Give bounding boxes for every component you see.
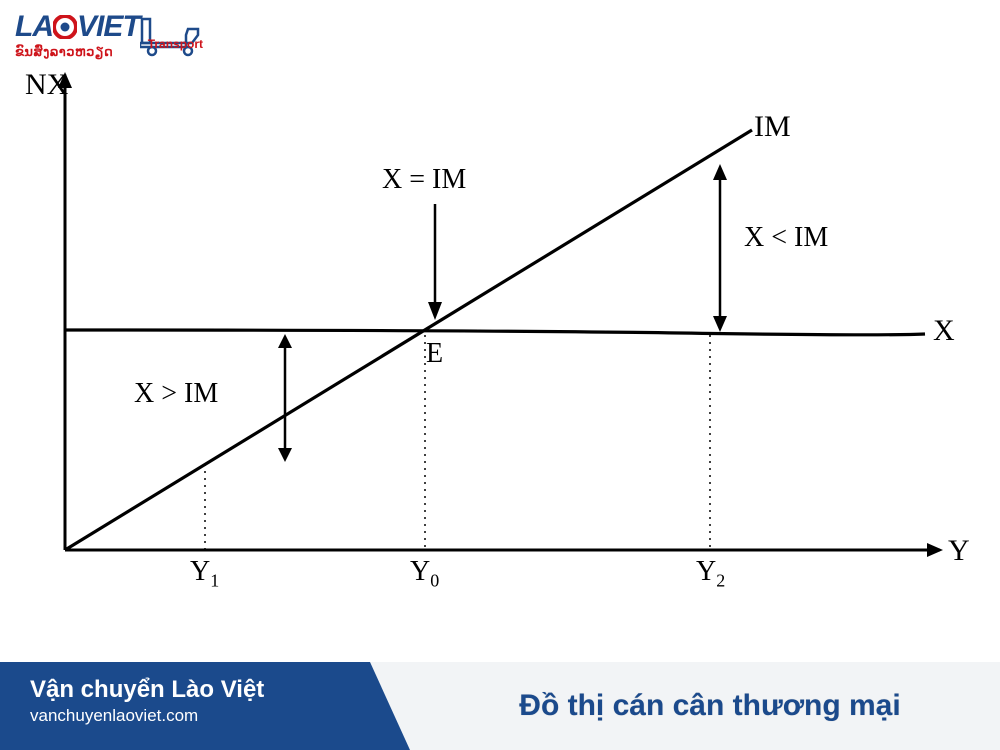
y-axis-label: NX (25, 68, 68, 102)
truck-icon: Transport (140, 15, 200, 55)
trade-balance-diagram: NX Y X IM E X > IM X = IM X < IM Y1 Y0 Y… (30, 50, 970, 630)
footer-right: Đồ thị cán cân thương mại (370, 662, 1000, 750)
region-left-label: X > IM (134, 378, 218, 410)
equilibrium-label: E (426, 338, 443, 370)
region-right-label: X < IM (744, 222, 828, 254)
logo-o (53, 10, 77, 44)
tick-y0: Y0 (410, 556, 439, 592)
logo-viet: VIET (77, 10, 140, 43)
tick-y1: Y1 (190, 556, 219, 592)
logo-la: LA (15, 10, 53, 43)
x-line-label: X (933, 314, 955, 348)
im-line-label: IM (754, 110, 791, 144)
x-axis-label: Y (948, 534, 970, 568)
footer-title: Đồ thị cán cân thương mại (519, 689, 900, 723)
tick-y2: Y2 (696, 556, 725, 592)
footer-left: Vận chuyển Lào Việt vanchuyenlaoviet.com (0, 662, 370, 750)
footer: Vận chuyển Lào Việt vanchuyenlaoviet.com… (0, 662, 1000, 750)
footer-url: vanchuyenlaoviet.com (30, 706, 370, 726)
footer-company-name: Vận chuyển Lào Việt (30, 676, 370, 704)
logo-brand: LA VIET (15, 10, 140, 44)
diagram-svg (30, 50, 970, 610)
transport-label: Transport (148, 37, 203, 51)
region-mid-label: X = IM (382, 164, 466, 196)
